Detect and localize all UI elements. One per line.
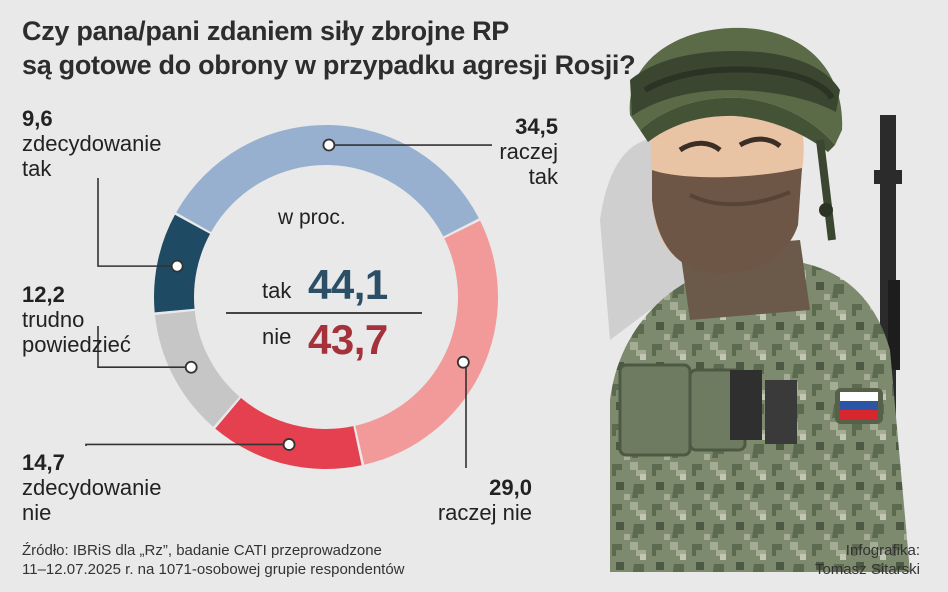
center-divider: [226, 312, 422, 314]
center-no-label: nie: [262, 324, 292, 349]
slice-label-zdecydowanie-nie: 14,7 zdecydowanie nie: [22, 450, 161, 525]
leader-dot: [456, 355, 470, 369]
center-no-value: 43,7: [308, 316, 388, 363]
source-line2: 11–12.07.2025 r. na 1071-osobowej grupie…: [22, 561, 405, 578]
credit-line2: Tomasz Sitarski: [814, 561, 920, 578]
slice-caption: zdecydowanie: [22, 475, 162, 500]
slice-caption: trudno: [22, 307, 85, 332]
leader-dot: [282, 438, 296, 451]
slice-label-raczej-nie: 29,0 raczej nie: [438, 475, 532, 525]
source-line1: Źródło: IBRiS dla „Rz”, badanie CATI prz…: [22, 542, 382, 559]
slice-caption: raczej nie: [437, 500, 532, 525]
slice-caption: tak: [528, 164, 558, 189]
slice-value: 34,5: [515, 114, 558, 139]
slice-caption: raczej: [499, 139, 558, 164]
center-yes-label: tak: [262, 278, 292, 303]
slice-label-trudno-powiedziec: 12,2 trudno powiedzieć: [22, 282, 131, 357]
donut-slice: [176, 125, 479, 237]
leader-dot: [170, 259, 184, 273]
leader-line: [97, 178, 178, 267]
slice-caption: zdecydowanie: [22, 131, 162, 156]
slice-label-raczej-tak: 34,5 raczej tak: [499, 114, 558, 189]
slice-caption: tak: [22, 156, 52, 181]
source-note: Źródło: IBRiS dla „Rz”, badanie CATI prz…: [22, 541, 405, 579]
slice-value: 9,6: [22, 106, 53, 131]
donut-slice: [355, 220, 498, 465]
slice-value: 12,2: [22, 282, 65, 307]
chart-title-line1: Czy pana/pani zdaniem siły zbrojne RP: [22, 16, 510, 46]
leader-dot: [184, 360, 198, 374]
donut-slice: [215, 398, 362, 469]
center-yes-value: 44,1: [308, 261, 388, 308]
credit-note: Infografika: Tomasz Sitarski: [815, 541, 920, 579]
slice-value: 14,7: [22, 450, 65, 475]
soldier-illustration-icon: [600, 27, 910, 572]
leader-line: [97, 326, 192, 369]
slice-label-zdecydowanie-tak: 9,6 zdecydowanie tak: [22, 106, 161, 181]
leader-dot: [322, 138, 336, 152]
chart-title: Czy pana/pani zdaniem siły zbrojne RP są…: [22, 14, 636, 82]
chart-title-line2: są gotowe do obrony w przypadku agresji …: [22, 50, 636, 80]
leader-line: [85, 443, 290, 446]
slice-value: 29,0: [489, 475, 532, 500]
slice-caption: powiedzieć: [22, 332, 131, 357]
credit-line1: Infografika:: [845, 542, 920, 559]
slice-caption: nie: [22, 500, 52, 525]
center-unit-label: w proc.: [278, 206, 346, 229]
label-leaders: [85, 138, 492, 468]
